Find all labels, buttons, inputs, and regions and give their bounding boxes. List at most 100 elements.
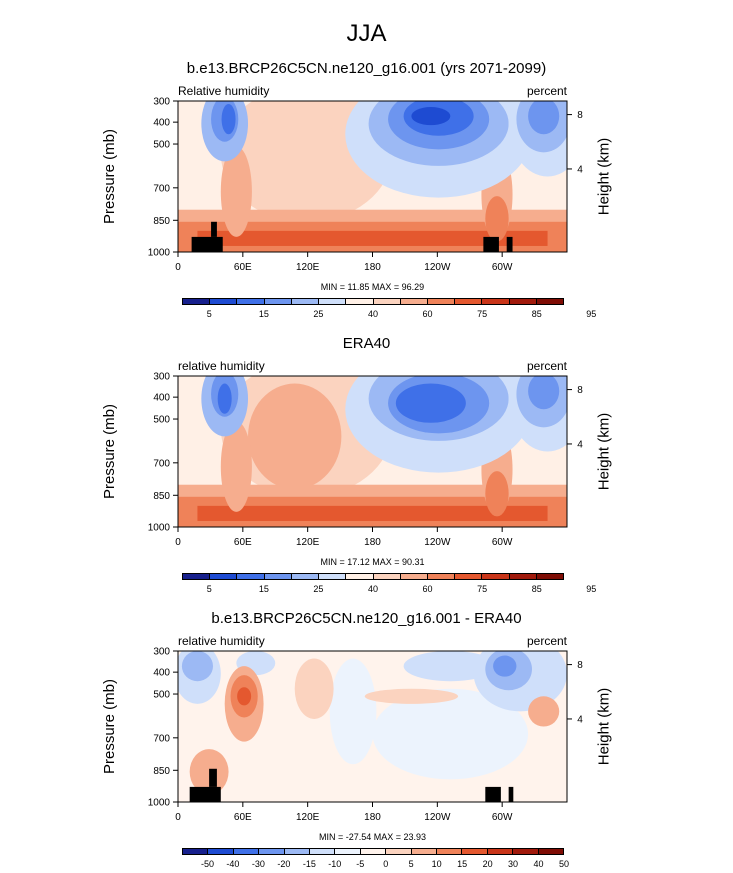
colorbar-tick-label: 85 — [531, 584, 542, 594]
colorbar-swatch — [319, 574, 347, 579]
y-tick-label: 700 — [153, 183, 170, 194]
x-tick-label: 180 — [364, 537, 381, 548]
colorbar-swatch — [310, 849, 336, 854]
colorbar-swatch — [208, 849, 234, 854]
contour-region — [189, 749, 229, 795]
colorbar-tick-label: 15 — [258, 309, 269, 319]
contour-region — [237, 687, 252, 706]
y2-tick-label: 4 — [577, 164, 583, 175]
colorbar-swatch — [482, 574, 510, 579]
colorbar-tick-label: 15 — [258, 584, 269, 594]
contour-region — [528, 101, 560, 135]
topography-mask — [191, 236, 223, 252]
contour-region — [329, 658, 377, 765]
colorbar-swatch — [237, 574, 265, 579]
colorbar-tick-label: 30 — [508, 859, 519, 869]
colorbar-tick-label: 95 — [586, 309, 597, 319]
y-tick-label: 500 — [153, 415, 170, 426]
axes: 300 400 500 700 850 1000 8 4 0 60E 120E 180 120W 60W — [148, 97, 583, 274]
colorbar-swatch — [346, 299, 374, 304]
x-tick-label: 60W — [492, 812, 513, 823]
colorbar-swatch — [482, 299, 510, 304]
y2-tick-label: 8 — [577, 660, 583, 671]
contour-region — [395, 383, 466, 423]
colorbar-swatch — [462, 849, 488, 854]
y-tick-label: 500 — [153, 140, 170, 151]
colorbar-swatch — [237, 299, 265, 304]
y2-tick-label: 8 — [577, 110, 583, 121]
colorbar-tick-label: 60 — [422, 584, 433, 594]
x-tick-label: 0 — [175, 812, 181, 823]
colorbar — [182, 848, 564, 855]
contour-region — [220, 421, 252, 512]
y-tick-label: 850 — [153, 766, 170, 777]
topography-mask — [189, 786, 221, 802]
colorbar-swatch — [386, 849, 412, 854]
colorbar-swatch — [373, 574, 401, 579]
variable-label: relative humidity — [178, 634, 265, 648]
colorbar-swatch — [509, 299, 537, 304]
contour-region — [485, 196, 509, 242]
colorbar-swatch — [346, 574, 374, 579]
colorbar-swatch — [455, 299, 483, 304]
colorbar-swatch — [400, 574, 428, 579]
colorbar-tick-label: 50 — [558, 859, 570, 869]
y2-tick-label: 8 — [577, 385, 583, 396]
colorbar-swatch — [487, 849, 514, 854]
contour-plot — [178, 651, 567, 802]
colorbar-swatch — [437, 849, 463, 854]
contour-region — [248, 108, 342, 215]
topography-mask — [209, 768, 217, 787]
colorbar-tick-label: 20 — [482, 859, 493, 869]
units-label: percent — [526, 634, 567, 648]
x-tick-label: 120W — [424, 812, 451, 823]
contour-region — [220, 146, 252, 237]
x-tick-label: 0 — [175, 537, 181, 548]
colorbar-swatch — [259, 849, 285, 854]
plot-frame — [177, 375, 568, 528]
colorbar-swatch — [427, 299, 456, 304]
colorbar-tick-label: 40 — [367, 584, 379, 594]
colorbar-tick-label: 10 — [431, 859, 442, 869]
colorbar-tick-label: 5 — [206, 309, 212, 319]
panel-title: b.e13.BRCP26C5CN.ne120_g16.001 (yrs 2071… — [186, 60, 547, 77]
x-tick-label: 180 — [364, 262, 381, 273]
contour-region — [217, 383, 232, 414]
colorbar-swatch — [509, 574, 537, 579]
contour-plot — [178, 376, 567, 527]
y-tick-label: 850 — [153, 491, 170, 502]
panel-diff: b.e13.BRCP26C5CN.ne120_g16.001 - ERA40 r… — [0, 610, 733, 873]
y-tick-label: 1000 — [148, 248, 171, 259]
contour-region — [181, 651, 214, 682]
colorbar-labels: -50 -40 -30 -20 -15 -10 -5 0 5 10 15 20 30 40 50 — [182, 859, 569, 871]
contour-region — [485, 471, 509, 517]
y-tick-label: 1000 — [148, 523, 171, 534]
panel-model: b.e13.BRCP26C5CN.ne120_g16.001 (yrs 2071… — [0, 60, 733, 320]
panel-title: b.e13.BRCP26C5CN.ne120_g16.001 - ERA40 — [211, 610, 522, 627]
x-tick-label: 60E — [234, 812, 252, 823]
contour-region — [411, 107, 451, 126]
colorbar-swatch — [513, 849, 539, 854]
colorbar-swatch — [183, 849, 209, 854]
colorbar-tick-label: 5 — [206, 584, 212, 594]
x-tick-label: 60E — [234, 537, 252, 548]
y-tick-label: 300 — [153, 372, 170, 383]
colorbar-tick-label: -20 — [277, 859, 291, 869]
min-max-label: MIN = 11.85 MAX = 96.29 — [320, 282, 425, 292]
colorbar-tick-label: 5 — [408, 859, 414, 869]
variable-label: Relative humidity — [178, 84, 270, 98]
colorbar-tick-label: -15 — [302, 859, 316, 869]
panel-title: ERA40 — [342, 335, 391, 352]
units-label: percent — [526, 84, 567, 98]
x-tick-label: 180 — [364, 812, 381, 823]
colorbar-swatch — [210, 299, 238, 304]
contour-region — [528, 696, 560, 727]
topography-mask — [211, 221, 217, 237]
contour-plot — [178, 101, 567, 252]
colorbar-labels: 5 15 25 40 60 75 85 95 — [182, 309, 597, 321]
x-tick-label: 120W — [424, 537, 451, 548]
topography-mask — [506, 236, 513, 252]
y-tick-label: 400 — [153, 668, 170, 679]
y-tick-label: 300 — [153, 97, 170, 108]
y-tick-label: 400 — [153, 393, 170, 404]
